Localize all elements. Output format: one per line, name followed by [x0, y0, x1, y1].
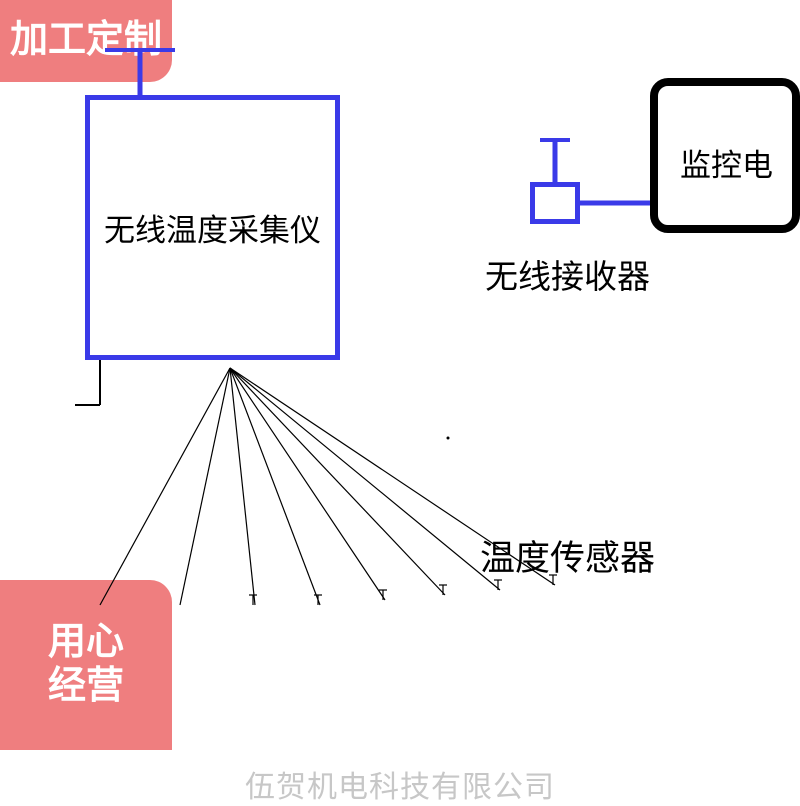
diagram-lines: [0, 0, 800, 800]
